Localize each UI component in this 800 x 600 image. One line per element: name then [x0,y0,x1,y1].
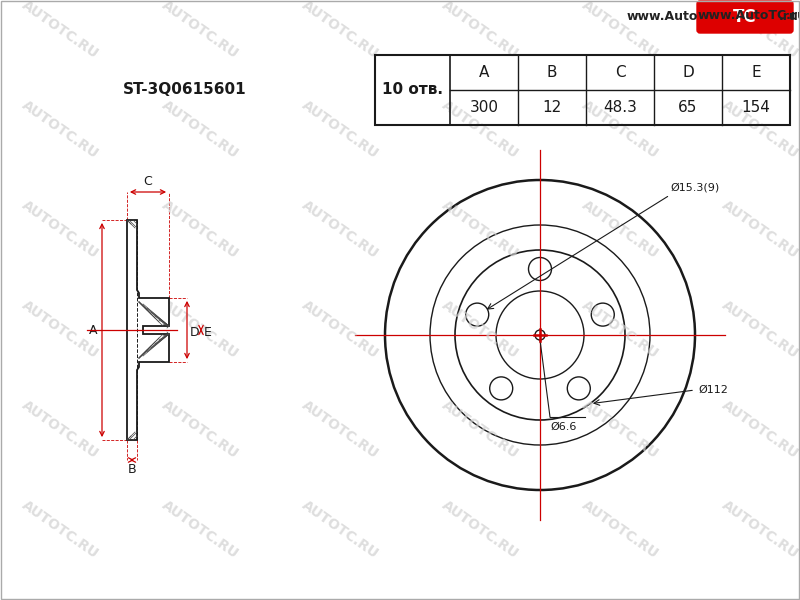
Text: AUTOTC.RU: AUTOTC.RU [19,199,101,262]
Text: ST-3Q0615601: ST-3Q0615601 [123,82,247,97]
Text: AUTOTC.RU: AUTOTC.RU [719,298,800,362]
Text: AUTOTC.RU: AUTOTC.RU [579,298,661,362]
Text: AUTOTC.RU: AUTOTC.RU [719,0,800,62]
Text: D: D [190,325,200,338]
Polygon shape [127,220,169,440]
Text: C: C [614,65,626,80]
Text: D: D [682,65,694,80]
Text: TC: TC [733,8,757,26]
Text: 10 отв.: 10 отв. [382,82,443,97]
Text: AUTOTC.RU: AUTOTC.RU [19,0,101,62]
Text: E: E [751,65,761,80]
Text: AUTOTC.RU: AUTOTC.RU [579,598,661,600]
Text: A: A [89,323,97,337]
Text: 154: 154 [742,100,770,115]
Text: AUTOTC.RU: AUTOTC.RU [19,398,101,461]
Text: Ø15.3(9): Ø15.3(9) [670,182,719,192]
Text: AUTOTC.RU: AUTOTC.RU [719,499,800,562]
Text: AUTOTC.RU: AUTOTC.RU [719,398,800,461]
FancyBboxPatch shape [697,1,793,33]
Text: AUTOTC.RU: AUTOTC.RU [159,398,241,461]
Text: AUTOTC.RU: AUTOTC.RU [719,98,800,161]
Text: AUTOTC.RU: AUTOTC.RU [579,98,661,161]
Text: AUTOTC.RU: AUTOTC.RU [299,0,381,62]
Text: AUTOTC.RU: AUTOTC.RU [439,298,521,362]
Text: AUTOTC.RU: AUTOTC.RU [579,398,661,461]
Text: AUTOTC.RU: AUTOTC.RU [579,0,661,62]
Text: AUTOTC.RU: AUTOTC.RU [719,598,800,600]
Text: AUTOTC.RU: AUTOTC.RU [159,298,241,362]
Text: AUTOTC.RU: AUTOTC.RU [439,0,521,62]
Text: www.AutoTC.ru: www.AutoTC.ru [698,9,800,22]
Text: AUTOTC.RU: AUTOTC.RU [439,98,521,161]
Text: A: A [479,65,489,80]
Text: AUTOTC.RU: AUTOTC.RU [719,199,800,262]
Text: Ø112: Ø112 [698,385,728,395]
Text: AUTOTC.RU: AUTOTC.RU [299,199,381,262]
Text: AUTOTC.RU: AUTOTC.RU [299,298,381,362]
Text: AUTOTC.RU: AUTOTC.RU [299,98,381,161]
Text: AUTOTC.RU: AUTOTC.RU [299,598,381,600]
Text: .ru: .ru [778,10,798,23]
Text: AUTOTC.RU: AUTOTC.RU [299,499,381,562]
Text: AUTOTC.RU: AUTOTC.RU [159,499,241,562]
Text: B: B [546,65,558,80]
Text: AUTOTC.RU: AUTOTC.RU [159,98,241,161]
Text: 65: 65 [678,100,698,115]
Text: E: E [204,325,212,338]
Text: AUTOTC.RU: AUTOTC.RU [439,598,521,600]
Text: B: B [128,463,136,476]
Text: AUTOTC.RU: AUTOTC.RU [299,398,381,461]
Text: 48.3: 48.3 [603,100,637,115]
Text: Ø6.6: Ø6.6 [550,422,576,432]
Text: C: C [144,175,152,188]
Text: AUTOTC.RU: AUTOTC.RU [19,499,101,562]
Text: 12: 12 [542,100,562,115]
Text: AUTOTC.RU: AUTOTC.RU [159,598,241,600]
Bar [375,55,790,125]
Text: AUTOTC.RU: AUTOTC.RU [19,298,101,362]
Text: AUTOTC.RU: AUTOTC.RU [579,199,661,262]
Text: 300: 300 [470,100,498,115]
Text: AUTOTC.RU: AUTOTC.RU [439,398,521,461]
Text: AUTOTC.RU: AUTOTC.RU [439,499,521,562]
Text: AUTOTC.RU: AUTOTC.RU [159,199,241,262]
Text: AUTOTC.RU: AUTOTC.RU [19,98,101,161]
Text: AUTOTC.RU: AUTOTC.RU [439,199,521,262]
Text: AUTOTC.RU: AUTOTC.RU [19,598,101,600]
Text: AUTOTC.RU: AUTOTC.RU [159,0,241,62]
Text: www.Auto: www.Auto [626,10,698,23]
Text: AUTOTC.RU: AUTOTC.RU [579,499,661,562]
